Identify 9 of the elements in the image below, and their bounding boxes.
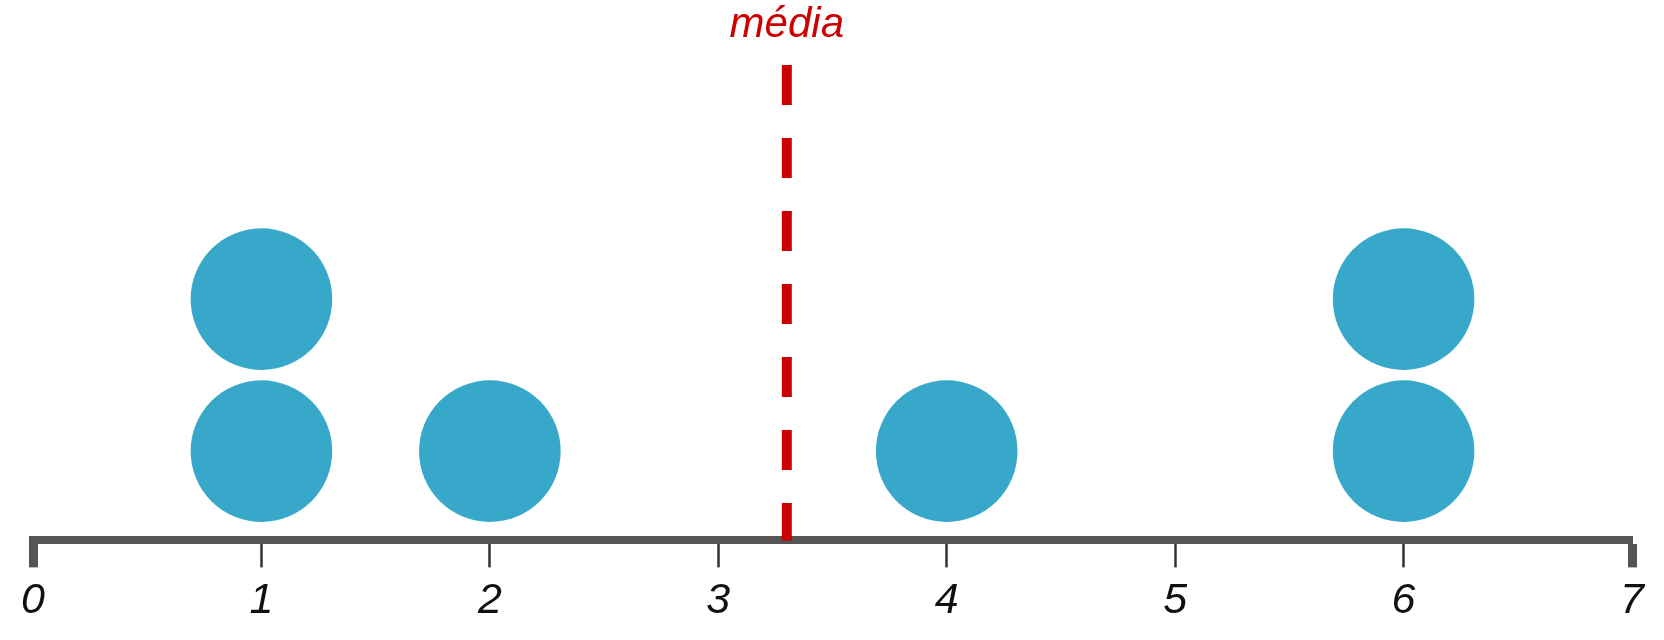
ref-line-label: média [729, 0, 845, 46]
x-tick-label: 1 [249, 574, 274, 623]
x-tick-label: 0 [21, 574, 46, 623]
x-tick-label: 2 [476, 574, 502, 623]
x-tick-label: 3 [706, 574, 731, 623]
x-tick-label: 7 [1620, 574, 1647, 623]
x-tick-label: 5 [1163, 574, 1189, 623]
x-tick-label: 4 [934, 574, 959, 623]
x-tick-label: 6 [1391, 574, 1416, 623]
